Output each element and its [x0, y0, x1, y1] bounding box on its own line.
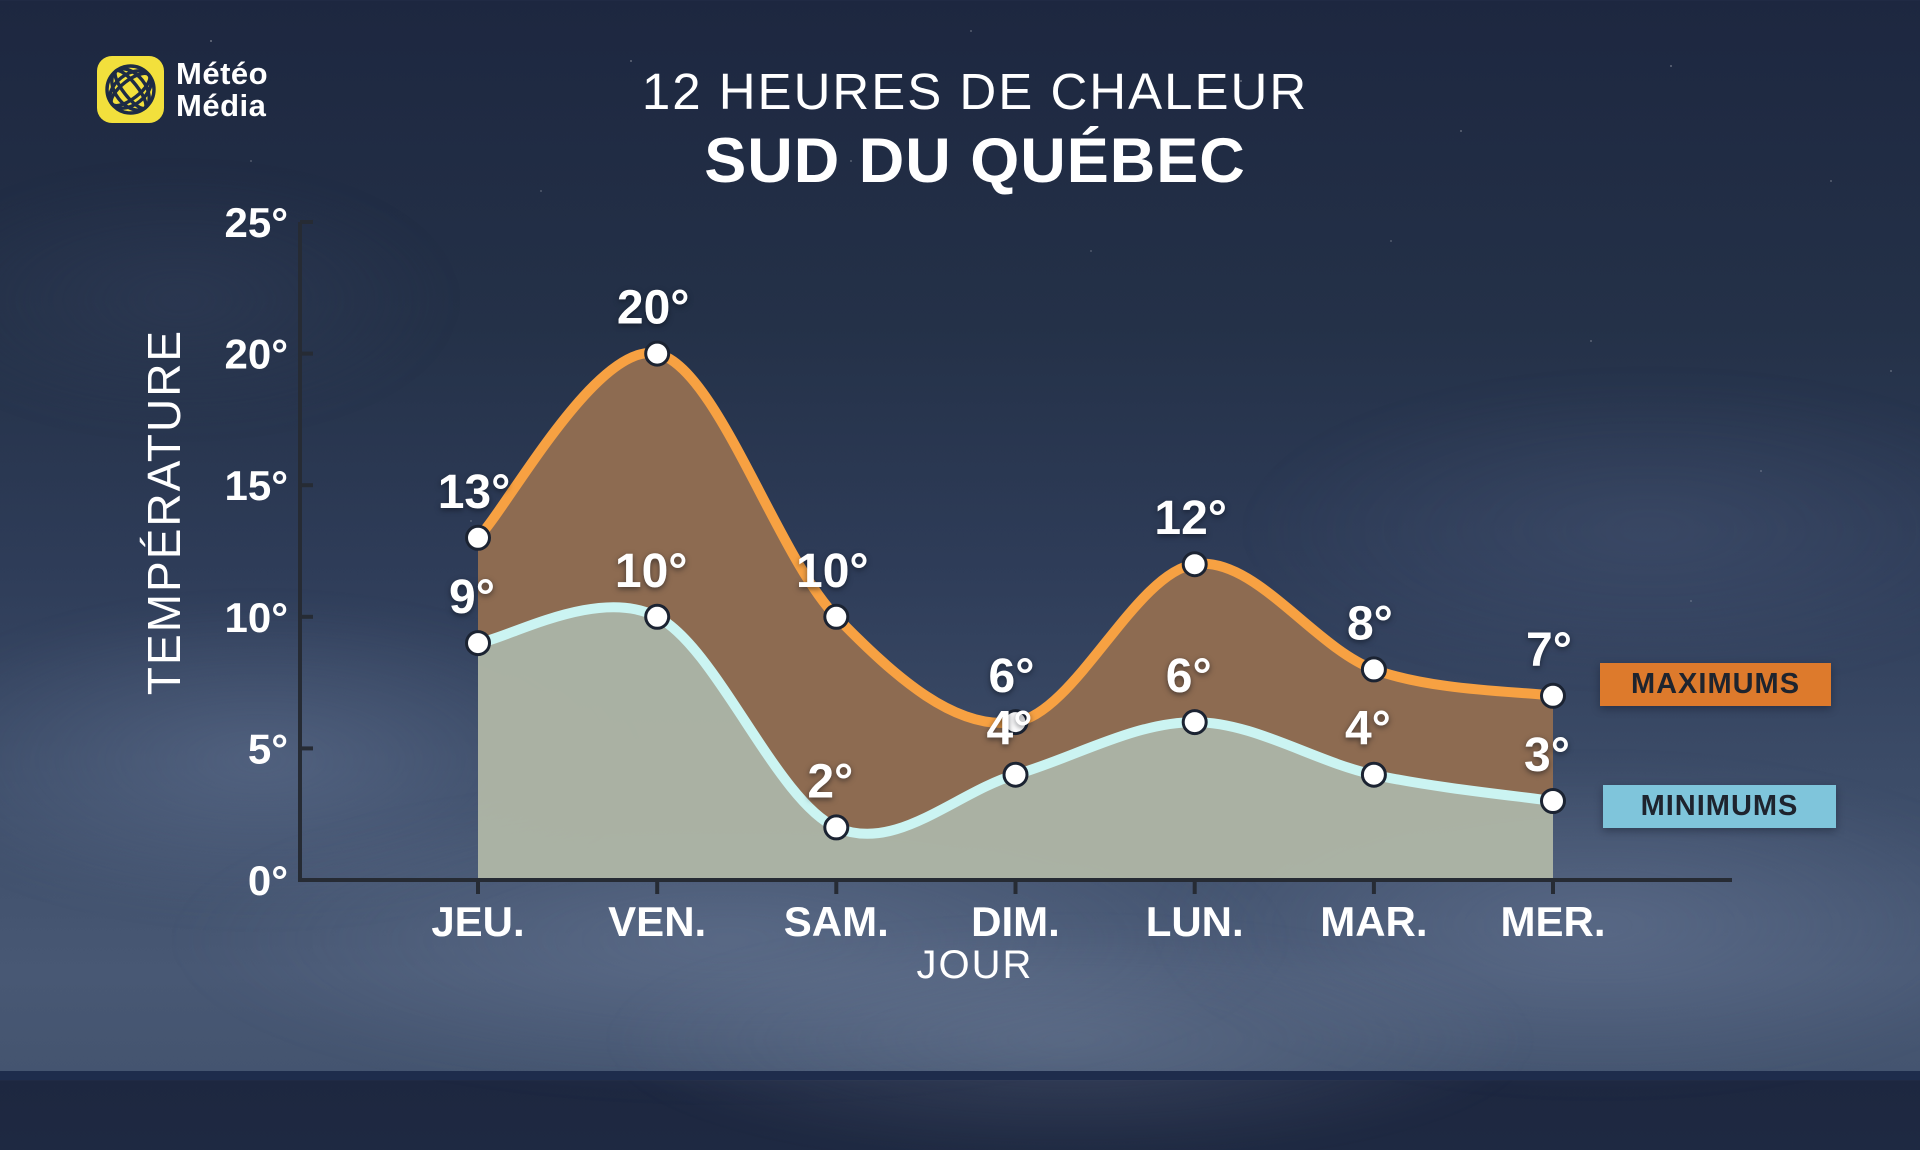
x-tick-label: DIM. [971, 898, 1060, 945]
stars-decoration [210, 40, 212, 42]
meteomedia-globe-icon [97, 56, 164, 123]
weather-graphic: Météo Média 12 HEURES DE CHALEUR SUD DU … [0, 40, 1920, 1150]
max-value-label: 7° [1526, 624, 1572, 677]
min-value-label: 2° [807, 755, 853, 808]
max-point-marker [1540, 682, 1566, 709]
x-tick-label: MAR. [1320, 898, 1427, 945]
max-point-marker [1181, 551, 1208, 578]
y-tick-label: 20° [224, 331, 288, 378]
logo-line-1: Météo [176, 55, 269, 91]
max-point-marker [1002, 709, 1029, 736]
minimums-area-fill [478, 607, 1553, 880]
x-tick-label: SAM. [784, 898, 889, 945]
min-point-marker [1181, 709, 1208, 736]
x-axis-title: JOUR [917, 943, 1034, 987]
chart-subtitle: SUD DU QUÉBEC [704, 126, 1246, 196]
max-point-marker [465, 524, 491, 551]
x-tick-label: MER. [1501, 898, 1606, 945]
bottom-bar [0, 1071, 1920, 1080]
legend-maximums-badge: MAXIMUMS [1600, 663, 1831, 706]
x-tick-label: VEN. [608, 898, 706, 945]
min-value-label: 3° [1524, 729, 1570, 782]
axes [298, 220, 1732, 894]
x-tick-label: LUN. [1146, 898, 1244, 945]
y-tick-label: 25° [224, 199, 288, 246]
meteomedia-wordmark: Météo Média [176, 55, 269, 123]
min-value-label: 4° [987, 703, 1033, 756]
legend-minimums-badge: MINIMUMS [1603, 785, 1836, 828]
max-value-label: 10° [796, 545, 869, 598]
y-tick-label: 10° [224, 594, 288, 641]
max-value-label: 8° [1347, 597, 1393, 650]
min-value-label: 6° [1166, 650, 1212, 703]
x-tick-label: JEU. [431, 898, 524, 945]
min-value-label: 9° [449, 571, 495, 624]
max-point-marker [1360, 656, 1387, 683]
chart-title: 12 HEURES DE CHALEUR [641, 63, 1309, 120]
temperature-chart: 0° 5° 10° 15° 20° 25° JEU. VEN. SAM. DIM. LUN. MAR.… [138, 199, 1732, 987]
y-tick-label: 15° [224, 462, 288, 509]
min-point-marker [823, 814, 850, 841]
y-axis-title: TEMPÉRATURE [138, 329, 190, 695]
min-point-marker [644, 603, 671, 630]
max-value-label: 20° [617, 282, 690, 335]
data-point-markers [465, 340, 1566, 841]
logo-line-2: Média [176, 87, 267, 123]
title-block: 12 HEURES DE CHALEUR SUD DU QUÉBEC [380, 62, 1570, 197]
min-point-marker [1360, 761, 1387, 788]
max-value-label: 6° [989, 650, 1035, 703]
min-value-label: 4° [1345, 703, 1391, 756]
max-value-label: 13° [438, 466, 511, 519]
min-value-label: 10° [615, 545, 688, 598]
meteomedia-logo: Météo Média [96, 55, 268, 124]
max-point-marker [823, 603, 850, 630]
min-point-marker [1002, 761, 1029, 788]
y-tick-label: 0° [248, 857, 288, 904]
value-labels: 13°20°10°6°12°8° 7°9° 10°2°4°6°4° 3° [438, 282, 1572, 809]
max-point-marker [644, 340, 671, 367]
min-point-marker [465, 630, 491, 657]
min-point-marker [1540, 788, 1566, 814]
max-value-label: 12° [1154, 492, 1227, 545]
y-tick-label: 5° [248, 725, 288, 772]
